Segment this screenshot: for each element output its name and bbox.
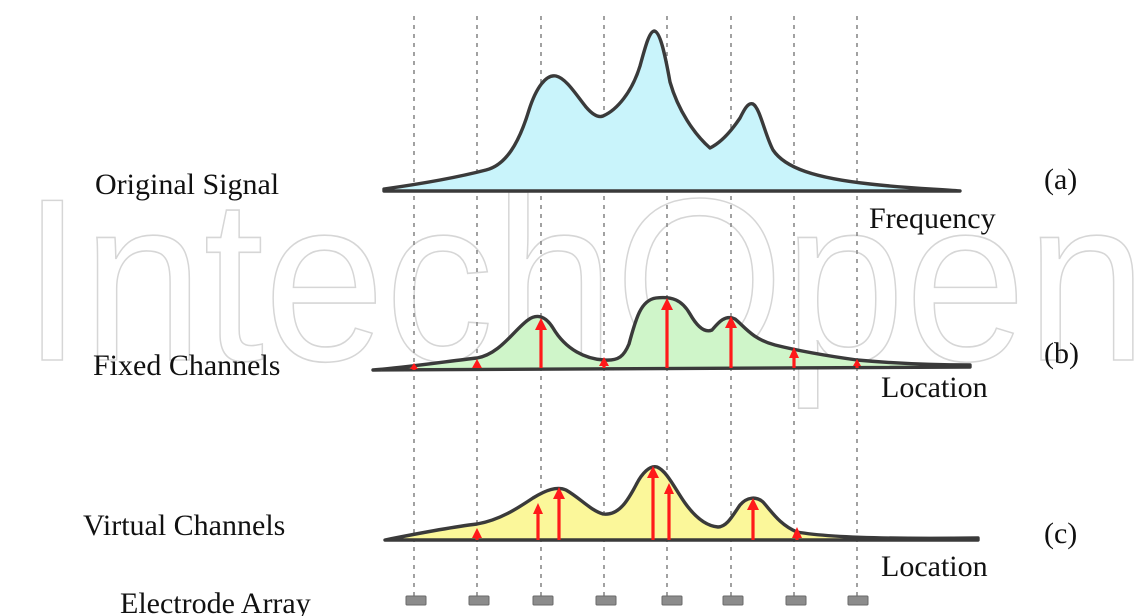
panel-c-label: Virtual Channels — [83, 509, 285, 542]
panel-c-tag: (c) — [1044, 517, 1077, 550]
channel-arrow — [553, 487, 565, 540]
channel-arrow — [664, 483, 674, 540]
channel-arrow — [792, 527, 802, 540]
electrode — [532, 595, 554, 606]
electrode-array-label: Electrode Array — [120, 587, 311, 616]
panel-a-axis-label: Frequency — [869, 202, 996, 235]
channel-arrow — [599, 357, 609, 368]
electrode — [722, 595, 744, 606]
channel-arrow — [661, 298, 673, 368]
panel-a-label: Original Signal — [95, 168, 279, 201]
electrode — [785, 595, 807, 606]
electrode — [405, 595, 427, 606]
panel-c-axis-label: Location — [881, 550, 988, 583]
channel-arrow — [647, 466, 659, 540]
panel-b-tag: (b) — [1044, 337, 1079, 370]
channel-arrow — [410, 363, 418, 370]
channel-arrow — [853, 359, 861, 368]
electrode — [661, 595, 683, 606]
panel-a-tag: (a) — [1044, 163, 1077, 196]
virtual-channels-curve — [383, 465, 980, 542]
channel-arrow — [535, 318, 547, 368]
electrode — [847, 595, 869, 606]
channel-arrow — [789, 347, 799, 368]
electrode-array — [405, 595, 869, 606]
fixed-channels-curve — [371, 295, 972, 372]
channel-arrow — [533, 503, 543, 540]
original-signal-curve — [382, 29, 962, 193]
fixed-channel-arrows — [410, 298, 861, 370]
channel-arrow — [747, 498, 759, 540]
channel-arrow — [472, 359, 482, 368]
channel-arrow — [725, 316, 737, 368]
channel-arrow — [472, 528, 482, 540]
virtual-channel-arrows — [472, 466, 802, 540]
electrode — [595, 595, 617, 606]
panel-b-axis-label: Location — [881, 371, 988, 404]
electrode — [468, 595, 490, 606]
panel-b-label: Fixed Channels — [93, 349, 281, 382]
